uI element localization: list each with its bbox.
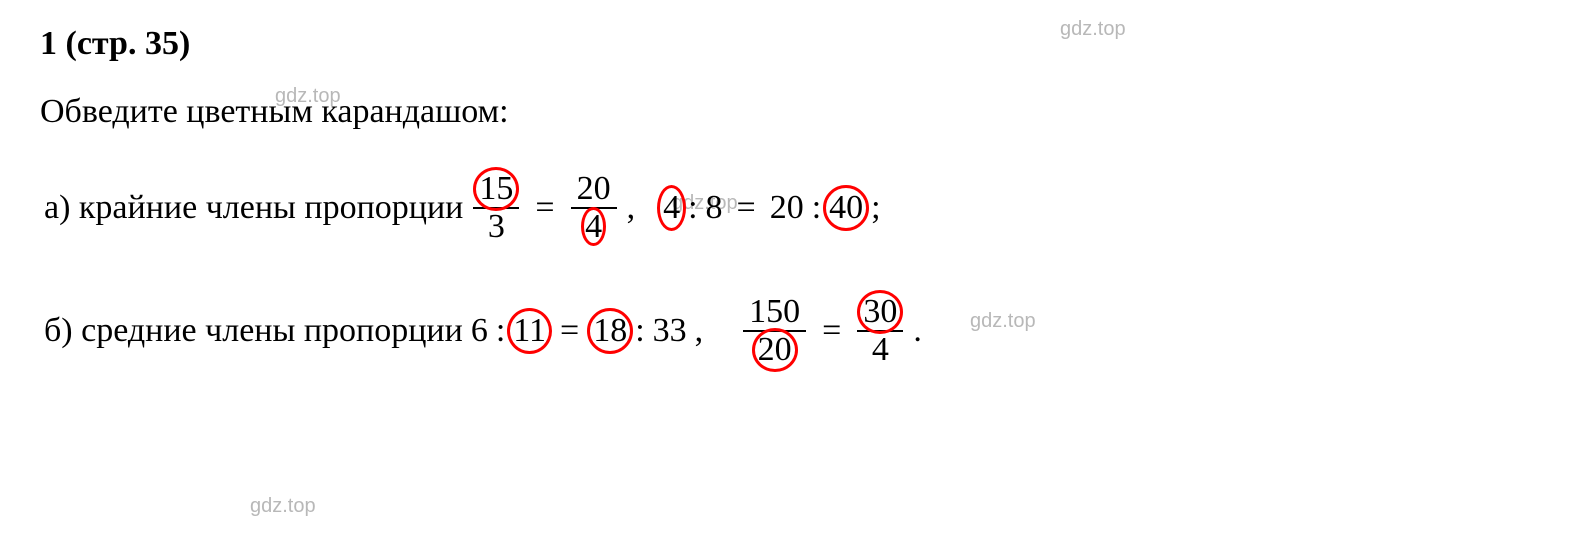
circled-18: 18 [593, 312, 627, 350]
ratio-20: 20 [770, 189, 804, 227]
circled-15: 15 [479, 171, 513, 207]
instruction: Обведите цветным карандашом: [40, 93, 1543, 131]
semicolon: ; [871, 189, 880, 227]
num-20: 20 [571, 171, 617, 207]
row-b-label: б) средние члены пропорции [44, 312, 463, 350]
colon: : [496, 312, 505, 350]
circled-4: 4 [585, 209, 602, 245]
equals: = [822, 312, 841, 350]
fraction-150-20: 150 20 [743, 294, 806, 367]
row-a: а) крайние члены пропорции 15 3 = 20 4 ,… [40, 171, 1543, 244]
den-3: 3 [482, 209, 511, 245]
colon: : [635, 312, 644, 350]
title-number: 1 [40, 25, 57, 62]
num-150: 150 [743, 294, 806, 330]
ratio-6: 6 [471, 312, 488, 350]
comma: , [627, 189, 636, 227]
fraction-20-4: 20 4 [571, 171, 617, 244]
comma: , [695, 312, 704, 350]
row-a-label: а) крайние члены пропорции [44, 189, 463, 227]
title: 1 (стр. 35) [40, 25, 1543, 63]
equals: = [535, 189, 554, 227]
circled-11: 11 [513, 312, 546, 350]
equals: = [560, 312, 579, 350]
colon: : [688, 189, 697, 227]
watermark: gdz.top [250, 495, 316, 518]
circled-4b: 4 [663, 189, 680, 227]
fraction-15-3: 15 3 [473, 171, 519, 244]
circled-20: 20 [758, 332, 792, 368]
ratio-8: 8 [706, 189, 723, 227]
equals: = [737, 189, 756, 227]
title-page-ref: (стр. 35) [66, 25, 191, 62]
circled-30: 30 [863, 294, 897, 330]
period: . [913, 312, 922, 350]
colon: : [812, 189, 821, 227]
row-b: б) средние члены пропорции 6 : 11 = 18 :… [40, 294, 1543, 367]
den-4: 4 [866, 332, 895, 368]
circled-40: 40 [829, 189, 863, 227]
ratio-33: 33 [653, 312, 687, 350]
fraction-30-4: 30 4 [857, 294, 903, 367]
